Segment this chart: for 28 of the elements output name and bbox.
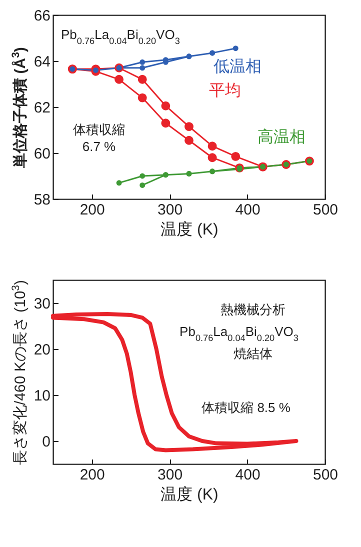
series-label: 高温相 — [257, 128, 306, 146]
x-tick-label: 300 — [158, 202, 183, 218]
y-tick-label: 62 — [34, 100, 50, 116]
x-axis-title: 温度 (K) — [160, 486, 218, 504]
x-tick-label: 300 — [158, 466, 183, 484]
x-axis-title: 温度 (K) — [160, 220, 218, 238]
series-label: 平均 — [209, 82, 241, 100]
annotation: 体積収縮 8.5 % — [202, 400, 291, 415]
annotation: Pb$_{0.76}$La$_{0.04}$Bi$_{0.20}$VO$_{3}$ — [61, 27, 180, 46]
y-tick-label: 30 — [34, 296, 50, 312]
x-tick-label: 400 — [235, 202, 260, 218]
x-tick-label: 500 — [312, 466, 338, 484]
annotation: Pb$_{0.76}$La$_{0.04}$Bi$_{0.20}$VO$_{3}$ — [180, 324, 298, 343]
annotation: 体積収縮 6.7 % — [73, 122, 125, 154]
y-tick-label: 10 — [34, 388, 50, 404]
x-tick-label: 200 — [80, 202, 105, 218]
y-tick-label: 60 — [34, 146, 50, 162]
x-tick-label: 200 — [80, 466, 105, 484]
y-tick-label: 66 — [34, 8, 50, 24]
y-tick-label: 0 — [42, 434, 50, 450]
annotation: 焼結体 — [234, 346, 272, 361]
y-tick-label: 58 — [34, 192, 50, 208]
annotation: 熱機械分析 — [220, 302, 286, 317]
x-tick-label: 400 — [235, 466, 260, 484]
x-tick-label: 500 — [312, 202, 338, 218]
y-tick-label: 20 — [34, 342, 50, 358]
series-label: 低温相 — [214, 57, 262, 76]
y-tick-label: 64 — [34, 54, 50, 70]
